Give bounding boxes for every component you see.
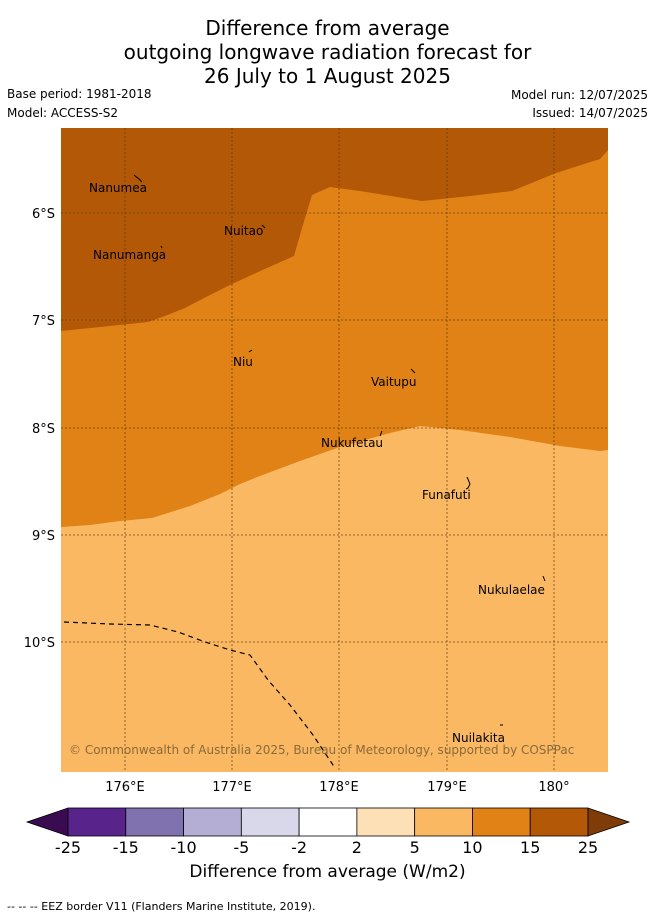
colorbar-segment [125,807,184,837]
lon-tick-label: 179°E [427,780,467,795]
colorbar: -25 -15 -10 -5 -2 2 5 10 15 25 [25,807,631,857]
colorbar-tick-label: -25 [55,838,81,857]
longitude-labels: 176°E 177°E 178°E 179°E 180° [105,780,569,795]
place-label: Nuitao [224,224,263,238]
colorbar-tick-label: -2 [291,838,307,857]
island-nukufetau [379,430,383,437]
colorbar-segment [240,807,300,837]
place-label: Niu [233,355,253,369]
lat-tick-label: 10°S [24,636,55,651]
issued-text: Issued: 14/07/2025 [532,106,648,120]
model-text: Model: ACCESS-S2 [7,106,119,120]
lat-tick-label: 9°S [32,529,55,544]
map-title: Difference from average outgoing longwav… [0,16,655,88]
colorbar-tick-label: -15 [113,838,139,857]
anomaly-region-15-25 [61,128,608,331]
eez-border-line [63,621,336,769]
place-label: Nanumanga [93,248,166,262]
place-label: Nukulaelae [478,583,545,597]
lon-tick-label: 177°E [212,780,252,795]
colorbar-label: Difference from average (W/m2) [189,862,466,882]
graticule [61,128,608,772]
place-label: Nanumea [89,181,147,195]
colorbar-tick-label: 5 [410,838,420,857]
colorbar-segment [356,807,416,837]
place-label: Funafuti [422,488,471,502]
lat-tick-label: 7°S [32,314,55,329]
colorbar-segment [67,807,127,837]
lat-tick-label: 8°S [32,422,55,437]
title-line-1: Difference from average [205,16,450,40]
colorbar-extension-high [587,807,631,837]
base-period-text: Base period: 1981-2018 [7,87,152,101]
island-nuitao [261,224,266,229]
islands [133,174,546,726]
place-label: Vaitupu [371,375,417,389]
island-nanumanga [160,245,163,249]
place-label: Nuilakita [452,731,505,745]
island-niu [248,349,253,353]
colorbar-segment [529,807,589,837]
island-funafuti [465,476,471,490]
title-line-2: outgoing longwave radiation forecast for [123,40,532,64]
map-plot: Nanumea Nuitao Nanumanga Niu Vaitupu Nuk… [61,128,608,772]
lat-tick-label: 6°S [32,207,55,222]
lon-tick-label: 180° [538,780,569,795]
colorbar-tick-label: 10 [462,838,482,857]
lon-tick-label: 176°E [105,780,145,795]
eez-legend-text: -- -- -- EEZ border V11 (Flanders Marine… [7,900,316,913]
island-vaitupu [410,368,416,374]
place-labels: Nanumea Nuitao Nanumanga Niu Vaitupu Nuk… [89,181,545,745]
island-nukulaelae [542,575,546,582]
colorbar-tick-label: -10 [170,838,196,857]
colorbar-segment [298,807,358,837]
colorbar-tick-label: 2 [352,838,362,857]
island-nanumea [133,174,143,183]
copyright-text: © Commonwealth of Australia 2025, Bureau… [69,743,574,757]
title-line-3: 26 July to 1 August 2025 [204,64,451,88]
colorbar-tick-label: -5 [233,838,249,857]
colorbar-tick-label: 25 [578,838,598,857]
colorbar-tick-label: 15 [520,838,540,857]
model-run-text: Model run: 12/07/2025 [510,88,648,102]
latitude-labels: 6°S 7°S 8°S 9°S 10°S [24,207,55,651]
lon-tick-label: 178°E [319,780,359,795]
colorbar-extension-low [25,807,69,837]
colorbar-segment [414,807,473,837]
place-label: Nukufetau [321,436,383,450]
colorbar-segment [183,807,242,837]
colorbar-segment [472,807,531,837]
